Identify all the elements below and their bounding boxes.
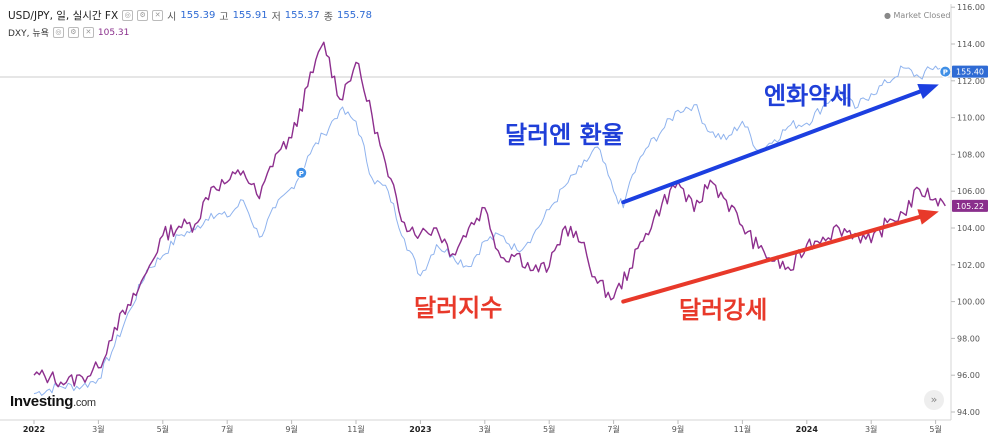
x-tick-label: 2024 (796, 425, 819, 434)
y-tick-label: 112.00 (957, 77, 985, 86)
x-tick-label: 5월 (929, 424, 941, 434)
eye-icon[interactable]: ◎ (122, 10, 134, 21)
marker-layer: PP (295, 65, 952, 179)
y-tick-label: 114.00 (957, 40, 985, 49)
x-tick-label: 2022 (23, 425, 45, 434)
low-value: 155.37 (284, 10, 320, 21)
x-tick-label: 3월 (865, 424, 877, 434)
annotation-red-right: 달러강세 (679, 296, 767, 324)
annotation-red-mid: 달러지수 (414, 294, 502, 322)
x-tick-label: 11월 (347, 424, 365, 434)
p-marker-label: P (943, 69, 948, 77)
dxy-value: 105.31 (97, 27, 130, 38)
y-tick-label: 106.00 (957, 187, 985, 196)
arrow-layer (621, 83, 939, 304)
x-axis-ticks: 2022 3월 5월 7월 9월 11월 2023 3월 5월 7월 9월 11월 2024 3월 5월 (23, 420, 942, 434)
high-value: 155.91 (232, 10, 268, 21)
close-value: 155.78 (336, 10, 372, 21)
open-label: 시 (167, 12, 177, 23)
series-layer (33, 41, 946, 396)
symbol-header: USD/JPY, 일, 실시간 FX ◎ ⚙ ✕ 시 155.39 고 155.91… (8, 8, 372, 23)
x-tick-label: 5월 (157, 424, 169, 434)
dxy-header: DXY, 뉴욕 ◎ ⚙ ✕ 105.31 (8, 26, 129, 39)
x-tick-label: 7월 (607, 424, 619, 434)
close-icon[interactable]: ✕ (82, 27, 94, 38)
market-status-text: Market Closed (893, 11, 951, 20)
y-tick-label: 116.00 (957, 3, 985, 12)
symbol-title[interactable]: USD/JPY, 일, 실시간 FX (8, 10, 119, 22)
p-marker-icon (295, 166, 308, 179)
x-tick-label: 2023 (409, 425, 431, 434)
dxy-title[interactable]: DXY, 뉴욕 (8, 29, 49, 39)
price-tag-label: 105.22 (956, 202, 984, 211)
y-axis-ticks: 94.0096.0098.00100.00102.00104.00106.001… (951, 3, 985, 417)
series-line-dxy (33, 41, 946, 388)
arrow-red-shaft (621, 214, 922, 304)
x-tick-label: 11월 (734, 424, 752, 434)
y-tick-label: 96.00 (957, 371, 980, 380)
x-tick-label: 3월 (479, 424, 491, 434)
market-status: ● Market Closed (884, 11, 951, 20)
y-tick-label: 110.00 (957, 114, 985, 123)
price-tag-box (952, 199, 988, 212)
logo-suffix: .com (73, 397, 96, 409)
annotation-blue-mid: 달러엔 환율 (505, 121, 624, 149)
close-label: 종 (323, 12, 333, 23)
y-tick-label: 102.00 (957, 261, 985, 270)
open-value: 155.39 (180, 10, 216, 21)
y-tick-label: 100.00 (957, 298, 985, 307)
x-tick-label: 7월 (221, 424, 233, 434)
arrow-blue-head (917, 83, 939, 99)
series-line-usdjpy (33, 65, 946, 396)
y-tick-label: 94.00 (957, 408, 980, 417)
double-chevron-right-icon[interactable]: » (924, 390, 944, 410)
x-tick-label: 3월 (92, 424, 104, 434)
settings-icon[interactable]: ⚙ (137, 10, 149, 21)
close-icon[interactable]: ✕ (152, 10, 164, 21)
plot-area (6, 4, 950, 420)
price-tags: 155.40 105.22 (952, 65, 988, 212)
x-tick-label: 9월 (672, 424, 684, 434)
y-tick-label: 104.00 (957, 224, 985, 233)
annotation-blue-top: 엔화약세 (764, 82, 852, 110)
x-tick-label: 9월 (285, 424, 297, 434)
arrow-blue-shaft (621, 89, 923, 205)
settings-icon[interactable]: ⚙ (67, 27, 79, 38)
y-tick-label: 98.00 (957, 334, 980, 343)
p-marker-label: P (299, 170, 304, 178)
y-tick-label: 108.00 (957, 150, 985, 159)
logo-brand: Investing (10, 393, 74, 410)
investing-logo: Investing.com (10, 393, 96, 410)
price-tag-box (952, 65, 988, 78)
low-label: 저 (271, 12, 281, 23)
x-tick-label: 5월 (543, 424, 555, 434)
arrow-red-head (917, 209, 939, 225)
price-tag-label: 155.40 (956, 68, 984, 77)
high-label: 고 (219, 12, 229, 23)
eye-icon[interactable]: ◎ (52, 27, 64, 38)
